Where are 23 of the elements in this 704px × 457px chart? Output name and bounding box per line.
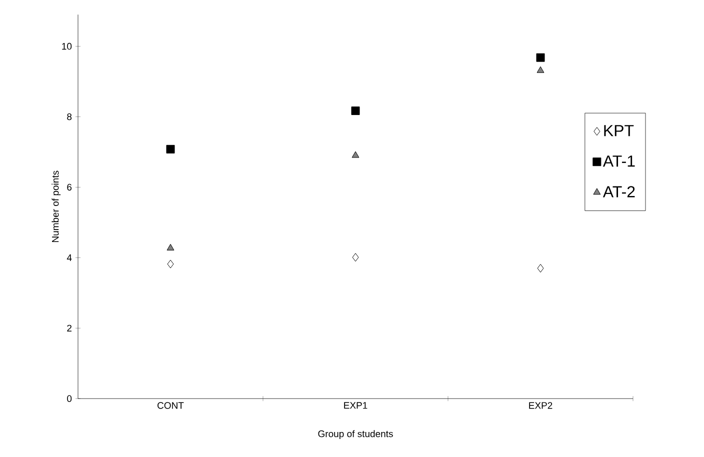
y-tick-label: 4 [66, 254, 72, 261]
y-tick-label: 0 [67, 395, 72, 402]
legend-label: KPT [604, 125, 634, 136]
point [536, 66, 544, 73]
legend-label: AT-1 [602, 156, 635, 167]
point [537, 264, 544, 272]
point [166, 244, 174, 250]
point [352, 151, 360, 158]
y-tick-label: 10 [62, 42, 72, 50]
point [536, 53, 545, 62]
y-tick-label: 2 [67, 324, 72, 332]
point [166, 144, 175, 154]
y-axis-title: Number of points [52, 170, 61, 242]
legend-label: AT-2 [602, 186, 635, 198]
point [352, 253, 359, 262]
point [351, 106, 360, 116]
x-axis-title: Group of students [318, 430, 393, 440]
y-tick-label: 6 [67, 184, 72, 191]
y-tick-label: 8 [67, 113, 72, 120]
x-tick-label: EXP1 [344, 402, 368, 409]
point [167, 260, 174, 268]
x-tick-label: EXP2 [529, 402, 552, 409]
x-tick-label: CONT [158, 402, 184, 409]
